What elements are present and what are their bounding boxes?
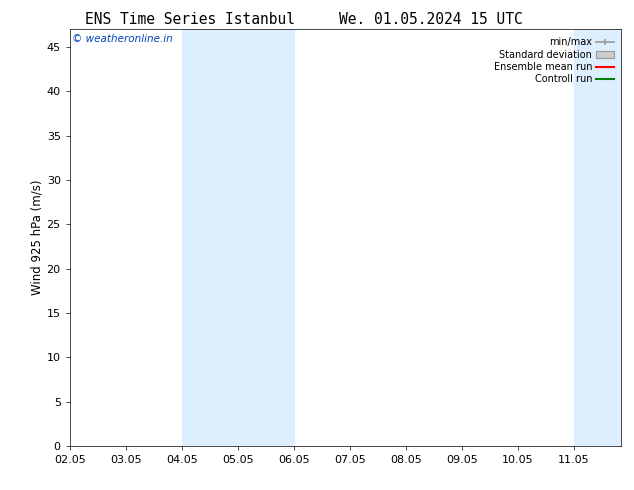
Text: © weatheronline.in: © weatheronline.in <box>72 34 173 44</box>
Bar <box>574 29 602 446</box>
Legend: min/max, Standard deviation, Ensemble mean run, Controll run: min/max, Standard deviation, Ensemble me… <box>491 34 616 87</box>
Text: We. 01.05.2024 15 UTC: We. 01.05.2024 15 UTC <box>339 12 523 27</box>
Bar <box>238 29 294 446</box>
Y-axis label: Wind 925 hPa (m/s): Wind 925 hPa (m/s) <box>31 180 44 295</box>
Bar <box>182 29 238 446</box>
Bar <box>602 29 621 446</box>
Text: ENS Time Series Istanbul: ENS Time Series Istanbul <box>85 12 295 27</box>
